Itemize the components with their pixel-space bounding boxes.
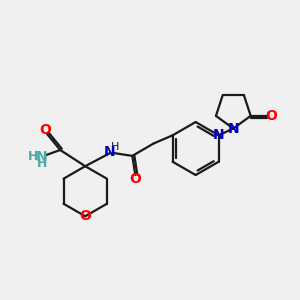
- Text: O: O: [265, 109, 277, 123]
- Text: N: N: [213, 128, 224, 142]
- Text: H: H: [111, 142, 119, 152]
- Text: H: H: [28, 150, 38, 163]
- Text: O: O: [130, 172, 142, 186]
- Text: N: N: [36, 150, 48, 164]
- Text: N: N: [227, 122, 239, 136]
- Text: O: O: [79, 209, 91, 223]
- Text: H: H: [37, 157, 47, 170]
- Text: O: O: [40, 123, 51, 137]
- Text: N: N: [104, 146, 116, 159]
